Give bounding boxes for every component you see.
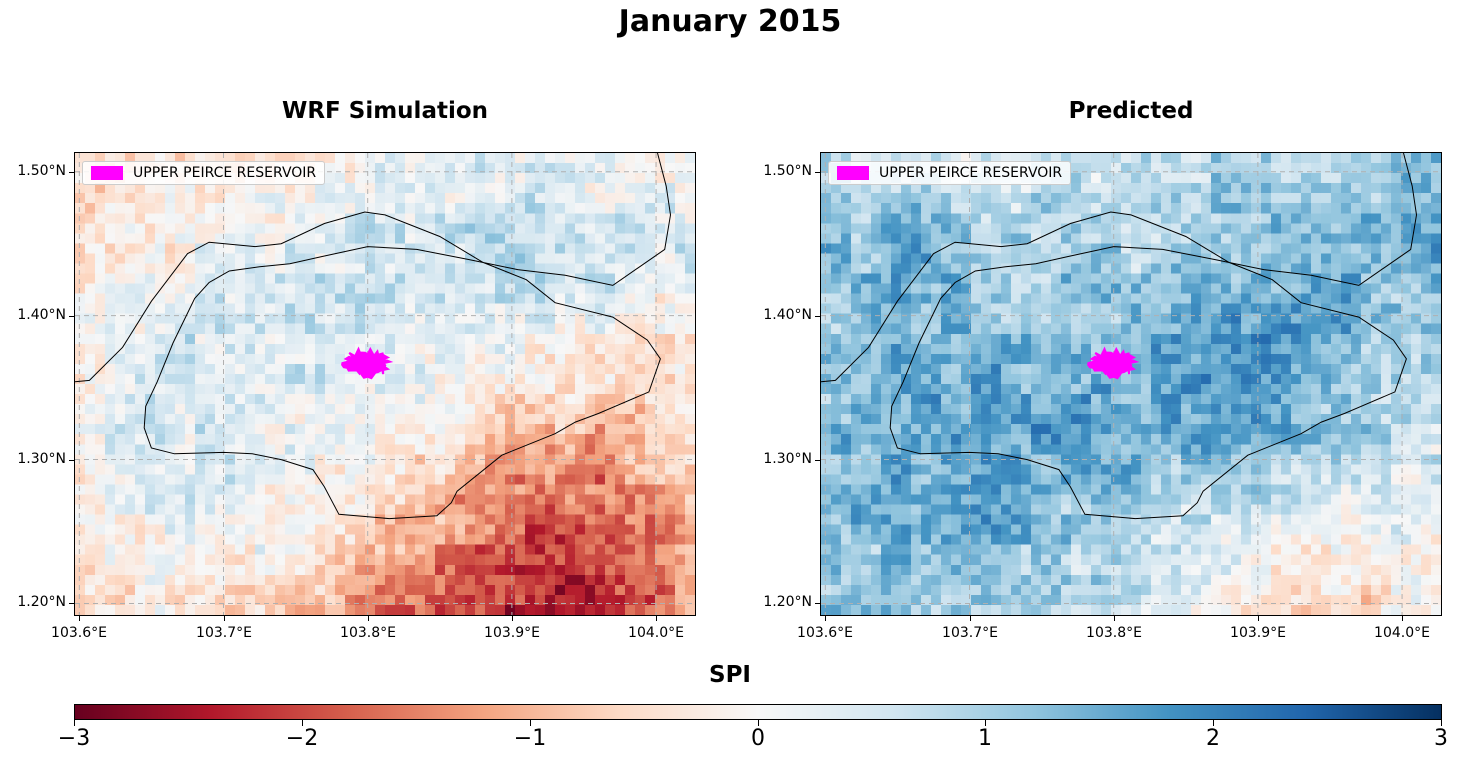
- lon-tick-label: 103.6°E: [797, 625, 853, 641]
- lon-tick-label: 103.8°E: [1086, 625, 1142, 641]
- colorbar-tick-mark: [985, 720, 986, 726]
- colorbar-tick-mark: [302, 720, 303, 726]
- map-overlay-predicted: [821, 153, 1441, 615]
- lat-tick-label: 1.30°N: [17, 451, 66, 467]
- coastline: [821, 153, 1418, 520]
- colorbar-tick-mark: [758, 720, 759, 726]
- colorbar-tick-label: −1: [513, 726, 547, 751]
- lon-tick-label: 104.0°E: [628, 625, 684, 641]
- lon-tick-mark: [224, 616, 225, 621]
- lon-tick-mark: [1114, 616, 1115, 621]
- legend-label-reservoir: UPPER PEIRCE RESERVOIR: [133, 165, 317, 181]
- map-wrf-simulation[interactable]: UPPER PEIRCE RESERVOIR: [74, 152, 696, 616]
- lon-tick-mark: [656, 616, 657, 621]
- map-overlay-wrf: [75, 153, 695, 615]
- lat-tick-mark: [69, 316, 74, 317]
- colorbar-tick-label: −2: [285, 726, 319, 751]
- lat-tick-label: 1.20°N: [763, 594, 812, 610]
- colorbar-tick-mark: [1441, 720, 1442, 726]
- legend-wrf: UPPER PEIRCE RESERVOIR: [82, 161, 326, 185]
- lat-tick-mark: [69, 172, 74, 173]
- lat-tick-mark: [69, 460, 74, 461]
- lat-tick-label: 1.50°N: [763, 163, 812, 179]
- legend-predicted: UPPER PEIRCE RESERVOIR: [828, 161, 1072, 185]
- lat-tick-label: 1.30°N: [763, 451, 812, 467]
- lon-tick-label: 103.6°E: [51, 625, 107, 641]
- legend-swatch-reservoir: [91, 166, 123, 180]
- coastline: [75, 153, 672, 520]
- lon-tick-label: 104.0°E: [1374, 625, 1430, 641]
- colorbar-tick-label: −3: [57, 726, 91, 751]
- colorbar: [74, 704, 1442, 720]
- lat-tick-label: 1.40°N: [17, 307, 66, 323]
- spi-heatmap-wrf: [75, 153, 695, 615]
- lat-tick-mark: [815, 172, 820, 173]
- map-predicted[interactable]: UPPER PEIRCE RESERVOIR: [820, 152, 1442, 616]
- lon-tick-label: 103.9°E: [1230, 625, 1286, 641]
- lat-tick-label: 1.40°N: [763, 307, 812, 323]
- lat-tick-mark: [69, 603, 74, 604]
- lat-tick-mark: [815, 603, 820, 604]
- colorbar-tick-label: 1: [978, 726, 992, 751]
- spi-heatmap-predicted: [821, 153, 1441, 615]
- lon-tick-mark: [1402, 616, 1403, 621]
- figure-title: January 2015: [618, 4, 842, 39]
- colorbar-tick-mark: [74, 720, 75, 726]
- colorbar-tick-label: 0: [751, 726, 765, 751]
- lat-tick-mark: [815, 460, 820, 461]
- colorbar-tick-label: 3: [1434, 726, 1448, 751]
- lat-tick-mark: [815, 316, 820, 317]
- lon-tick-mark: [970, 616, 971, 621]
- lat-tick-label: 1.50°N: [17, 163, 66, 179]
- colorbar-tick-mark: [1213, 720, 1214, 726]
- lat-tick-label: 1.20°N: [17, 594, 66, 610]
- lon-tick-mark: [79, 616, 80, 621]
- colorbar-label: SPI: [709, 662, 751, 688]
- lon-tick-mark: [512, 616, 513, 621]
- lon-tick-mark: [1258, 616, 1259, 621]
- legend-swatch-reservoir: [837, 166, 869, 180]
- reservoir-upper-peirce: [341, 346, 394, 380]
- lon-tick-mark: [368, 616, 369, 621]
- panel-title-predicted: Predicted: [1068, 98, 1194, 124]
- reservoir-upper-peirce: [1087, 346, 1140, 380]
- lon-tick-label: 103.7°E: [942, 625, 998, 641]
- colorbar-tick-mark: [530, 720, 531, 726]
- lon-tick-label: 103.8°E: [340, 625, 396, 641]
- legend-label-reservoir: UPPER PEIRCE RESERVOIR: [879, 165, 1063, 181]
- lon-tick-mark: [825, 616, 826, 621]
- lon-tick-label: 103.7°E: [196, 625, 252, 641]
- colorbar-tick-label: 2: [1206, 726, 1220, 751]
- lon-tick-label: 103.9°E: [484, 625, 540, 641]
- panel-title-wrf: WRF Simulation: [281, 98, 489, 124]
